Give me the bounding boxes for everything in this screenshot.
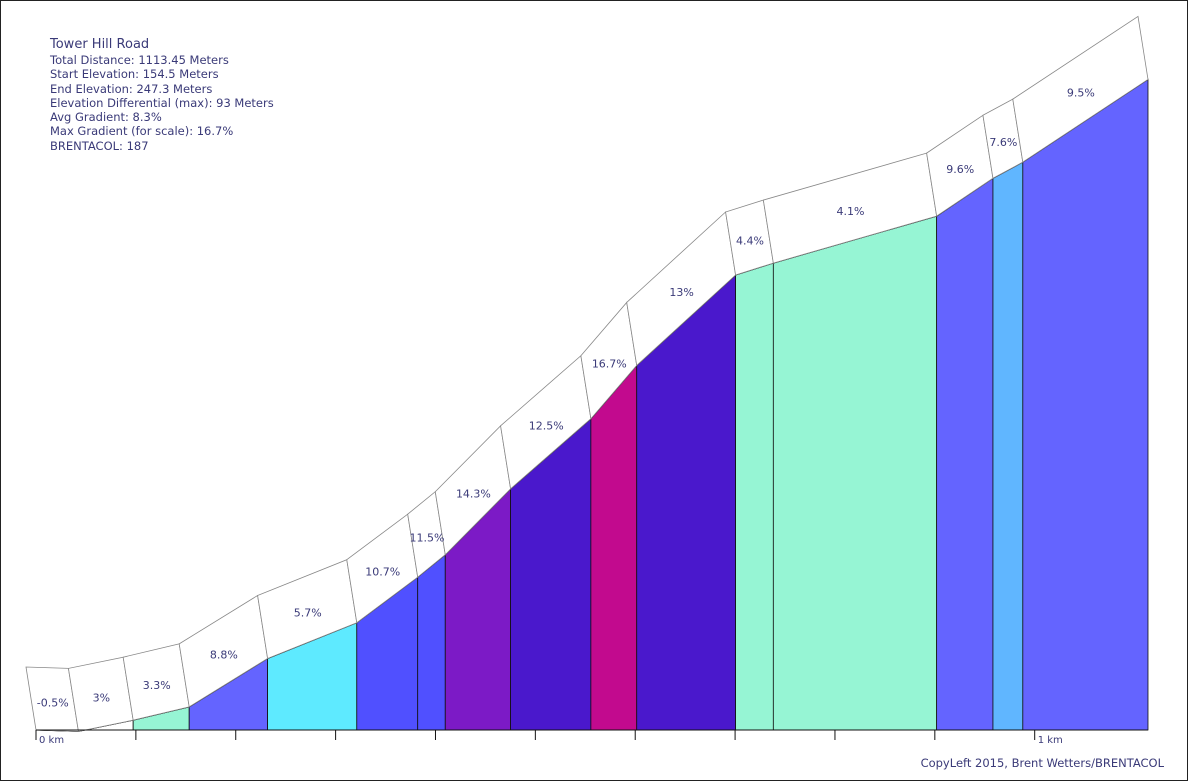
route-info: Tower Hill Road Total Distance: 1113.45 … — [50, 37, 274, 153]
gradient-label-11: 13% — [669, 286, 693, 299]
gradient-band-10 — [590, 364, 638, 731]
gradient-band-16 — [1022, 78, 1149, 731]
gradient-label-1: -0.5% — [37, 696, 69, 709]
gradient-label-10: 16.7% — [592, 358, 627, 371]
gradient-label-8: 14.3% — [456, 487, 491, 500]
gradient-label-15: 7.6% — [989, 136, 1017, 149]
stat-end-elevation: End Elevation: 247.3 Meters — [50, 81, 213, 96]
gradient-label-4: 8.8% — [210, 648, 238, 661]
stat-max-gradient: Max Gradient (for scale): 16.7% — [50, 124, 234, 139]
gradient-label-16: 9.5% — [1067, 86, 1095, 99]
gradient-band-14 — [936, 177, 994, 731]
stat-avg-gradient: Avg Gradient: 8.3% — [50, 110, 162, 125]
gradient-labels: -0.5% 3% 3.3% 8.8% 5.7% 10.7% 11.5% 14.3% 12.5% 1… — [37, 86, 1095, 709]
stat-elevation-differential: Elevation Differential (max): 93 Meters — [50, 95, 274, 110]
gradient-label-6: 10.7% — [365, 566, 400, 579]
gradient-label-2: 3% — [93, 691, 110, 704]
x-tick-label-0: 0 km — [39, 735, 64, 746]
ribbon-segment-16 — [1012, 15, 1149, 163]
gradient-label-14: 9.6% — [946, 163, 974, 176]
gradient-label-3: 3.3% — [143, 679, 171, 692]
copyleft-credit: CopyLeft 2015, Brent Wetters/BRENTACOL — [920, 756, 1164, 770]
gradient-label-12: 4.4% — [736, 235, 764, 248]
gradient-band-15 — [992, 161, 1024, 731]
gradient-band-7 — [417, 553, 446, 731]
chart-title: Tower Hill Road — [50, 37, 150, 52]
stat-total-distance: Total Distance: 1113.45 Meters — [50, 53, 229, 67]
gradient-label-9: 12.5% — [529, 419, 564, 432]
gradient-ribbon — [25, 15, 1149, 732]
gradient-label-7: 11.5% — [410, 532, 445, 545]
gradient-band-12 — [735, 262, 774, 731]
gradient-band-13 — [772, 215, 938, 731]
stat-brentacol: BRENTACOL: 187 — [50, 138, 149, 153]
stat-start-elevation: Start Elevation: 154.5 Meters — [50, 67, 219, 82]
gradient-label-13: 4.1% — [837, 205, 865, 218]
x-axis: 0 km 1 km — [35, 729, 1148, 746]
x-tick-label-10: 1 km — [1038, 735, 1063, 746]
gradient-label-5: 5.7% — [294, 606, 322, 619]
